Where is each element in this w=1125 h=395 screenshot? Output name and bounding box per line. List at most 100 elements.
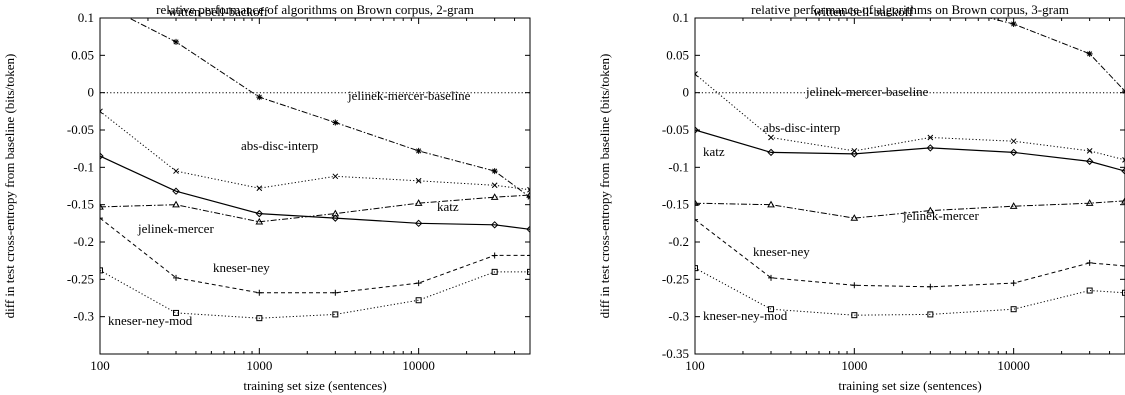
chart-2gram: relative performance of algorithms on Br… xyxy=(2,2,531,393)
x-tick-label: 1000 xyxy=(841,358,867,373)
data-point-abs-disc-interp xyxy=(415,177,422,184)
data-point-jelinek-mercer xyxy=(414,199,423,206)
x-axis-label: training set size (sentences) xyxy=(838,378,981,393)
data-point-kneser-ney-mod xyxy=(768,306,775,313)
data-point-jelinek-mercer xyxy=(695,199,699,206)
y-tick-label: -0.05 xyxy=(67,122,94,137)
data-point-kneser-ney-mod xyxy=(695,265,698,272)
y-tick-label: -0.25 xyxy=(662,271,689,286)
y-tick-label: -0.05 xyxy=(662,122,689,137)
y-tick-label: -0.15 xyxy=(67,197,94,212)
series-label-kneser-ney: kneser-ney xyxy=(213,260,270,275)
data-point-katz xyxy=(490,221,499,229)
series-line-kneser-ney-mod xyxy=(695,267,1125,316)
data-point-katz xyxy=(1009,148,1018,157)
y-tick-label: 0.1 xyxy=(673,10,689,25)
data-point-kneser-ney-mod xyxy=(927,311,934,318)
data-point-witten-bell-backoff xyxy=(415,147,422,154)
data-point-kneser-ney-mod xyxy=(415,297,422,304)
data-point-witten-bell-backoff xyxy=(332,119,339,126)
data-point-katz xyxy=(526,225,530,234)
data-point-kneser-ney-mod xyxy=(491,268,498,275)
chart-title: relative performance of algorithms on Br… xyxy=(156,2,474,17)
y-tick-label: -0.35 xyxy=(662,346,689,361)
data-point-jelinek-mercer xyxy=(526,190,530,198)
data-point-abs-disc-interp xyxy=(927,134,934,141)
data-point-katz xyxy=(331,214,340,222)
data-point-katz xyxy=(767,148,775,157)
data-point-abs-disc-interp xyxy=(1010,138,1017,145)
data-point-kneser-ney xyxy=(256,289,263,296)
data-point-kneser-ney xyxy=(851,282,858,289)
data-point-jelinek-mercer xyxy=(100,202,104,210)
series-label-abs-disc-interp: abs-disc-interp xyxy=(241,138,318,153)
series-label-kneser-ney: kneser-ney xyxy=(753,244,810,259)
series-label-jelinek-mercer: jelinek-mercer xyxy=(902,208,979,223)
chart-title: relative performance of algorithms on Br… xyxy=(751,2,1069,17)
y-tick-label: -0.15 xyxy=(662,197,689,212)
series-label-katz: katz xyxy=(703,144,725,159)
data-point-katz xyxy=(695,126,699,134)
data-point-abs-disc-interp xyxy=(332,173,339,180)
y-tick-label: 0 xyxy=(88,85,95,100)
data-point-kneser-ney xyxy=(415,280,422,287)
data-point-witten-bell-backoff xyxy=(1086,50,1093,57)
data-point-witten-bell-backoff xyxy=(173,38,180,45)
y-tick-label: -0.25 xyxy=(67,271,94,286)
x-tick-label: 1000 xyxy=(246,358,272,373)
data-point-kneser-ney xyxy=(1122,262,1125,269)
data-point-katz xyxy=(414,219,423,228)
data-point-kneser-ney-mod xyxy=(100,267,103,274)
data-point-abs-disc-interp xyxy=(1122,157,1125,163)
data-point-kneser-ney xyxy=(768,274,775,281)
series-label-jelinek-mercer: jelinek-mercer xyxy=(137,221,214,236)
series-label-kneser-ney-mod: kneser-ney-mod xyxy=(108,313,193,328)
plot-frame xyxy=(694,17,1125,355)
data-point-katz xyxy=(850,150,859,158)
data-point-kneser-ney xyxy=(1010,280,1017,287)
data-point-abs-disc-interp xyxy=(768,134,774,141)
plot-area: 0.1 0.05 0 -0.05 -0.1 -0.15 -0.2 -0.25 -0.3 100 10… xyxy=(67,4,531,373)
x-tick-label: 10000 xyxy=(997,358,1030,373)
series-layer xyxy=(100,18,530,322)
x-axis-label: training set size (sentences) xyxy=(243,378,386,393)
data-point-kneser-ney xyxy=(1086,259,1093,266)
data-point-abs-disc-interp xyxy=(527,186,530,193)
data-point-witten-bell-backoff xyxy=(491,168,498,175)
data-point-kneser-ney-mod xyxy=(527,268,530,275)
y-tick-label: 0.05 xyxy=(666,47,689,62)
series-line-jelinek-mercer xyxy=(695,200,1125,219)
data-point-kneser-ney xyxy=(527,252,530,259)
series-label-katz: katz xyxy=(437,199,459,214)
series-line-jelinek-mercer xyxy=(100,194,530,223)
data-point-witten-bell-backoff xyxy=(1010,20,1017,27)
data-point-kneser-ney-mod xyxy=(173,309,180,316)
data-point-kneser-ney-mod xyxy=(1086,287,1093,294)
y-tick-label: -0.2 xyxy=(668,234,689,249)
series-line-katz xyxy=(100,155,530,230)
data-point-abs-disc-interp xyxy=(491,182,498,189)
data-point-kneser-ney xyxy=(100,215,103,222)
data-point-katz xyxy=(100,152,104,160)
data-point-jelinek-mercer xyxy=(1121,196,1125,204)
data-point-jelinek-mercer xyxy=(1085,199,1094,206)
series-line-katz xyxy=(695,129,1125,172)
y-tick-label: 0 xyxy=(683,85,690,100)
y-axis-label: diff in test cross-entropy from baseline… xyxy=(597,54,612,319)
y-tick-label: -0.3 xyxy=(73,309,94,324)
data-point-katz xyxy=(255,209,264,218)
x-tick-label: 10000 xyxy=(402,358,435,373)
y-axis-label: diff in test cross-entropy from baseline… xyxy=(2,54,17,319)
data-point-kneser-ney xyxy=(695,216,698,223)
data-point-abs-disc-interp xyxy=(695,71,698,77)
data-point-katz xyxy=(1121,167,1125,175)
data-point-jelinek-mercer xyxy=(255,217,264,225)
data-point-jelinek-mercer xyxy=(490,193,499,200)
data-point-abs-disc-interp xyxy=(173,168,179,174)
plot-frame xyxy=(99,17,531,355)
y-tick-label: 0.05 xyxy=(71,47,94,62)
series-label-witten-bell-backoff: witten-bell-backoff xyxy=(813,4,914,19)
data-point-katz xyxy=(1085,157,1094,166)
data-point-katz xyxy=(172,187,180,195)
